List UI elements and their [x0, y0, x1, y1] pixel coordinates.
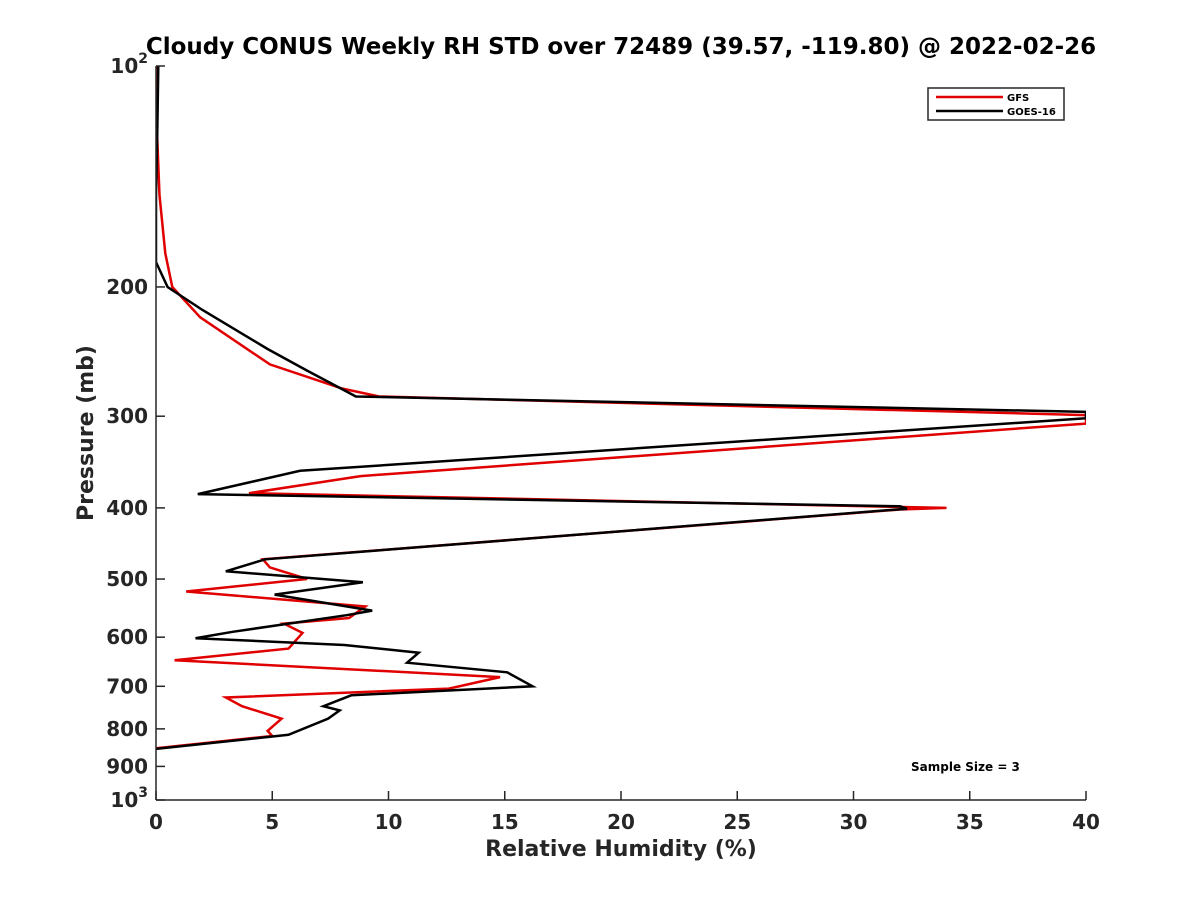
y-tick-label: 500 — [106, 567, 148, 591]
plot-area: 0 5 10 15 20 25 30 35 40 102 200 300 400 500 600 700 80… — [106, 51, 1100, 834]
y-tick-label: 900 — [106, 754, 148, 778]
x-tick-label: 30 — [840, 810, 868, 834]
x-axis-ticks: 0 5 10 15 20 25 30 35 40 — [149, 791, 1100, 834]
legend-label-gfs: GFS — [1007, 93, 1029, 104]
legend-label-goes16: GOES-16 — [1007, 107, 1056, 118]
x-axis-label: Relative Humidity (%) — [485, 837, 757, 862]
y-axis-label: Pressure (mb) — [74, 345, 99, 521]
y-tick-label: 200 — [106, 275, 148, 299]
x-tick-label: 15 — [491, 810, 519, 834]
x-tick-label: 35 — [956, 810, 984, 834]
chart-title: Cloudy CONUS Weekly RH STD over 72489 (3… — [146, 34, 1096, 60]
y-tick-label: 400 — [106, 496, 148, 520]
y-tick-label: 102 — [110, 51, 148, 78]
y-tick-label: 600 — [106, 625, 148, 649]
y-tick-label: 103 — [110, 785, 148, 812]
x-tick-label: 40 — [1072, 810, 1100, 834]
y-tick-label: 700 — [106, 674, 148, 698]
series-line-goes16 — [156, 66, 1086, 751]
x-tick-label: 0 — [149, 810, 163, 834]
x-tick-label: 5 — [265, 810, 279, 834]
x-tick-label: 10 — [375, 810, 403, 834]
sample-size-annotation: Sample Size = 3 — [911, 760, 1020, 774]
x-tick-label: 25 — [723, 810, 751, 834]
legend: GFS GOES-16 — [927, 87, 1065, 121]
y-tick-label: 800 — [106, 717, 148, 741]
series-line-gfs — [156, 66, 1086, 750]
x-tick-label: 20 — [607, 810, 635, 834]
legend-box — [927, 87, 1065, 121]
series-layer — [156, 66, 1086, 751]
y-axis-ticks: 102 200 300 400 500 600 700 800 900 103 — [106, 51, 165, 812]
y-tick-label: 300 — [106, 404, 148, 428]
